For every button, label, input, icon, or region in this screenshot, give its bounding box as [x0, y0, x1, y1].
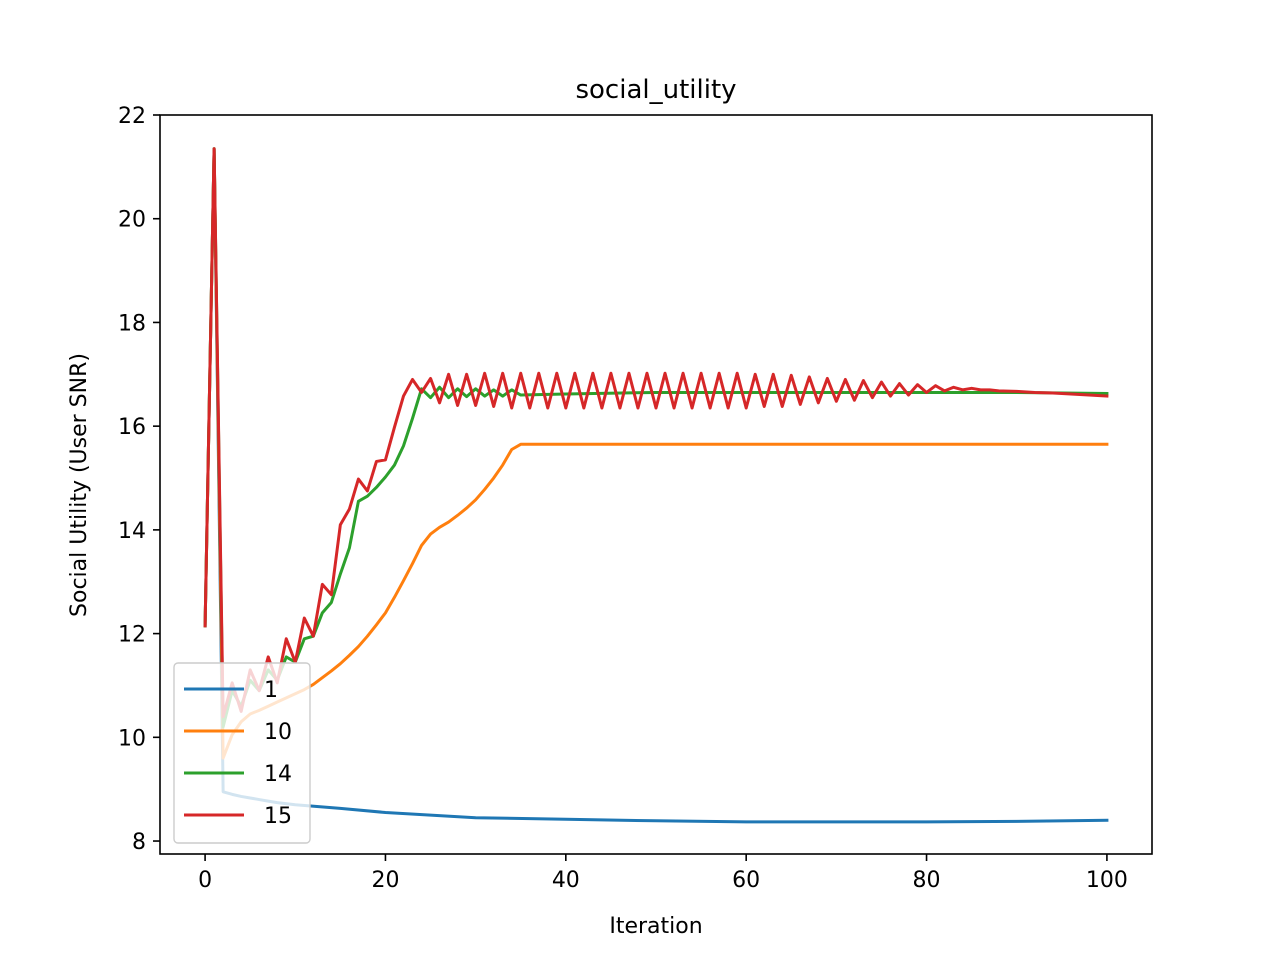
y-tick-label: 16	[118, 415, 146, 440]
legend-label-10: 10	[264, 720, 292, 745]
legend: 1 10 14 15	[173, 662, 311, 844]
x-tick-label: 20	[371, 868, 399, 893]
x-axis-label: Iteration	[609, 914, 702, 939]
y-tick-label: 14	[118, 519, 146, 544]
chart-title: social_utility	[575, 75, 736, 105]
y-tick-label: 20	[118, 208, 146, 233]
y-tick-label: 12	[118, 623, 146, 648]
plot-area	[160, 115, 1152, 854]
y-axis-label: Social Utility (User SNR)	[67, 353, 92, 617]
x-tick-label: 60	[732, 868, 760, 893]
plot-background	[160, 115, 1152, 854]
legend-box	[173, 662, 311, 844]
plot-frame	[159, 114, 1153, 855]
y-tick-label: 8	[132, 830, 146, 855]
legend-label-15: 15	[264, 804, 292, 829]
y-tick-label: 22	[118, 104, 146, 129]
series-line-15	[203, 147, 1109, 719]
x-tick-label: 100	[1086, 868, 1128, 893]
x-tick-label: 0	[198, 868, 212, 893]
x-tick-label: 40	[552, 868, 580, 893]
axes-layer: 0 20 40 60 80 100 8 10 12 14 16 18 20 22	[118, 104, 1153, 893]
y-tick-label: 18	[118, 311, 146, 336]
x-tick-label: 80	[913, 868, 941, 893]
legend-label-14: 14	[264, 762, 292, 787]
y-tick-label: 10	[118, 726, 146, 751]
legend-label-1: 1	[264, 678, 278, 703]
